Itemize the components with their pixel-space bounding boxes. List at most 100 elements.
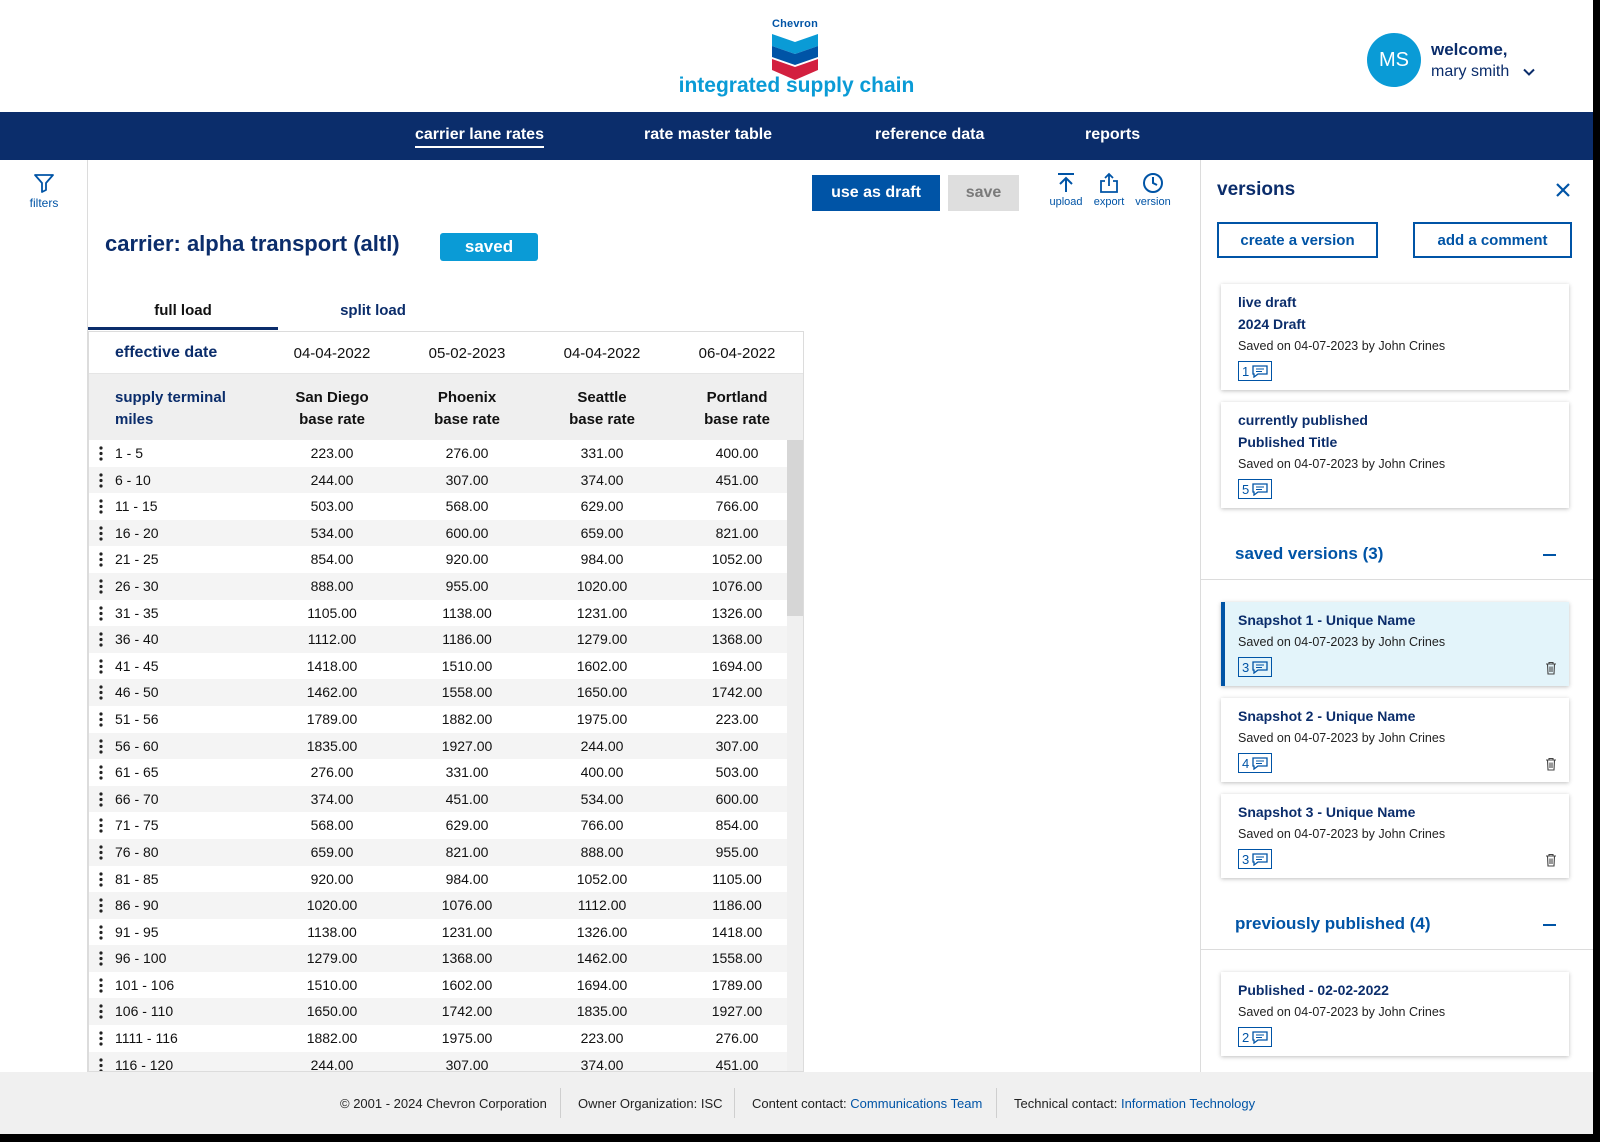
rate-cell[interactable]: 1927.00 <box>441 737 493 754</box>
rate-cell[interactable]: 1558.00 <box>711 950 763 967</box>
upload-button[interactable]: upload <box>1043 172 1089 208</box>
rate-cell[interactable]: 1694.00 <box>711 657 763 674</box>
table-row[interactable]: 86 - 90 1020.00 1076.00 1112.00 1186.00 <box>89 892 787 919</box>
rate-cell[interactable]: 955.00 <box>715 843 759 860</box>
rate-cell[interactable]: 955.00 <box>445 577 489 594</box>
comment-count[interactable]: 3 <box>1238 657 1273 677</box>
rate-cell[interactable]: 451.00 <box>715 1056 759 1072</box>
create-version-button[interactable]: create a version <box>1217 222 1378 258</box>
rate-cell[interactable]: 984.00 <box>445 870 489 887</box>
rate-cell[interactable]: 451.00 <box>445 790 489 807</box>
rate-cell[interactable]: 984.00 <box>580 551 624 568</box>
kebab-icon[interactable] <box>99 712 103 727</box>
rate-cell[interactable]: 307.00 <box>445 1056 489 1072</box>
kebab-icon[interactable] <box>99 925 103 940</box>
nav-reference-data[interactable]: reference data <box>875 126 985 143</box>
rate-cell[interactable]: 503.00 <box>715 764 759 781</box>
rate-cell[interactable]: 920.00 <box>445 551 489 568</box>
kebab-icon[interactable] <box>99 632 103 647</box>
rate-cell[interactable]: 223.00 <box>310 445 354 461</box>
rate-cell[interactable]: 244.00 <box>310 471 354 488</box>
kebab-icon[interactable] <box>99 472 103 488</box>
information-technology-link[interactable]: Information Technology <box>1120 1096 1256 1111</box>
user-menu[interactable]: MS welcome, mary smith <box>1367 33 1535 87</box>
nav-carrier-lane-rates[interactable]: carrier lane rates <box>415 126 544 148</box>
rate-cell[interactable]: 1138.00 <box>442 604 492 621</box>
rate-cell[interactable]: 629.00 <box>445 817 489 834</box>
table-row[interactable]: 81 - 85 920.00 984.00 1052.00 1105.00 <box>89 866 787 893</box>
minus-icon[interactable] <box>1543 924 1556 926</box>
nav-reports[interactable]: reports <box>1085 126 1141 143</box>
table-row[interactable]: 26 - 30 888.00 955.00 1020.00 1076.00 <box>89 572 787 600</box>
comment-count[interactable]: 1 <box>1238 361 1273 381</box>
table-row[interactable]: 21 - 25 854.00 920.00 984.00 1052.00 <box>89 546 787 573</box>
rate-cell[interactable]: 1368.00 <box>711 631 763 648</box>
rate-cell[interactable]: 374.00 <box>310 790 354 807</box>
rate-cell[interactable]: 1510.00 <box>441 657 493 674</box>
effective-date-phoenix[interactable]: 05-02-2023 <box>428 345 506 362</box>
rate-cell[interactable]: 1105.00 <box>307 604 357 621</box>
saved-version-card[interactable]: Snapshot 1 - Unique Name Saved on 04-07-… <box>1221 602 1569 686</box>
rate-cell[interactable]: 766.00 <box>715 498 759 515</box>
rate-cell[interactable]: 1076.00 <box>441 897 493 914</box>
kebab-icon[interactable] <box>99 978 103 993</box>
rate-cell[interactable]: 1602.00 <box>441 976 493 993</box>
kebab-icon[interactable] <box>99 1004 103 1020</box>
rate-cell[interactable]: 1112.00 <box>307 631 357 648</box>
rate-cell[interactable]: 1112.00 <box>577 897 627 914</box>
rate-cell[interactable]: 1650.00 <box>306 1003 358 1020</box>
table-row[interactable]: 16 - 20 534.00 600.00 659.00 821.00 <box>89 519 787 547</box>
kebab-icon[interactable] <box>99 446 103 461</box>
rate-cell[interactable]: 1326.00 <box>711 604 763 621</box>
rate-cell[interactable]: 503.00 <box>310 498 354 515</box>
table-row[interactable]: 76 - 80 659.00 821.00 888.00 955.00 <box>89 838 787 866</box>
rate-cell[interactable]: 821.00 <box>715 524 759 541</box>
rate-cell[interactable]: 1052.00 <box>576 870 628 887</box>
rate-cell[interactable]: 1418.00 <box>711 923 763 940</box>
rate-cell[interactable]: 276.00 <box>310 764 354 781</box>
effective-date-portland[interactable]: 06-04-2022 <box>698 345 776 362</box>
add-comment-button[interactable]: add a comment <box>1413 222 1572 258</box>
rate-cell[interactable]: 1602.00 <box>576 657 628 674</box>
version-button[interactable]: version <box>1130 172 1176 208</box>
chevron-down-icon[interactable] <box>1523 66 1535 78</box>
table-row[interactable]: 101 - 106 1510.00 1602.00 1694.00 1789.00 <box>89 972 787 999</box>
kebab-icon[interactable] <box>99 951 103 966</box>
table-row[interactable]: 1 - 5 223.00 276.00 331.00 400.00 <box>89 440 787 467</box>
table-row[interactable]: 36 - 40 1112.00 1186.00 1279.00 1368.00 <box>89 626 787 653</box>
rate-cell[interactable]: 400.00 <box>715 445 759 461</box>
table-row[interactable]: 51 - 56 1789.00 1882.00 1975.00 223.00 <box>89 706 787 733</box>
rate-cell[interactable]: 374.00 <box>580 471 624 488</box>
rate-cell[interactable]: 766.00 <box>580 817 624 834</box>
use-as-draft-button[interactable]: use as draft <box>812 175 940 211</box>
rate-cell[interactable]: 568.00 <box>310 817 354 834</box>
rate-cell[interactable]: 244.00 <box>310 1056 354 1072</box>
rate-cell[interactable]: 223.00 <box>580 1030 624 1047</box>
rate-cell[interactable]: 1789.00 <box>711 976 763 993</box>
comment-count[interactable]: 5 <box>1238 479 1273 499</box>
rate-cell[interactable]: 1279.00 <box>306 950 358 967</box>
avatar[interactable]: MS <box>1367 33 1421 87</box>
kebab-icon[interactable] <box>99 552 103 567</box>
table-row[interactable]: 41 - 45 1418.00 1510.00 1602.00 1694.00 <box>89 653 787 680</box>
table-row[interactable]: 66 - 70 374.00 451.00 534.00 600.00 <box>89 785 787 813</box>
rate-cell[interactable]: 451.00 <box>715 471 759 488</box>
kebab-icon[interactable] <box>99 526 103 541</box>
rate-cell[interactable]: 1020.00 <box>306 897 358 914</box>
rate-cell[interactable]: 1975.00 <box>576 710 628 727</box>
save-button[interactable]: save <box>948 175 1019 211</box>
trash-icon[interactable] <box>1545 853 1557 867</box>
chevron-logo[interactable]: Chevron <box>770 18 820 80</box>
kebab-icon[interactable] <box>99 579 103 594</box>
rate-cell[interactable]: 331.00 <box>580 445 624 461</box>
rate-cell[interactable]: 1231.00 <box>576 604 628 621</box>
rate-cell[interactable]: 307.00 <box>445 471 489 488</box>
table-row[interactable]: 6 - 10 244.00 307.00 374.00 451.00 <box>89 466 787 494</box>
rate-cell[interactable]: 1231.00 <box>441 923 493 940</box>
rate-cell[interactable]: 534.00 <box>580 790 624 807</box>
rate-cell[interactable]: 854.00 <box>715 817 759 834</box>
table-row[interactable]: 1111 - 116 1882.00 1975.00 223.00 276.00 <box>89 1025 787 1052</box>
rate-cell[interactable]: 888.00 <box>580 843 624 860</box>
rate-cell[interactable]: 1279.00 <box>576 631 628 648</box>
username-row[interactable]: mary smith <box>1431 63 1535 81</box>
